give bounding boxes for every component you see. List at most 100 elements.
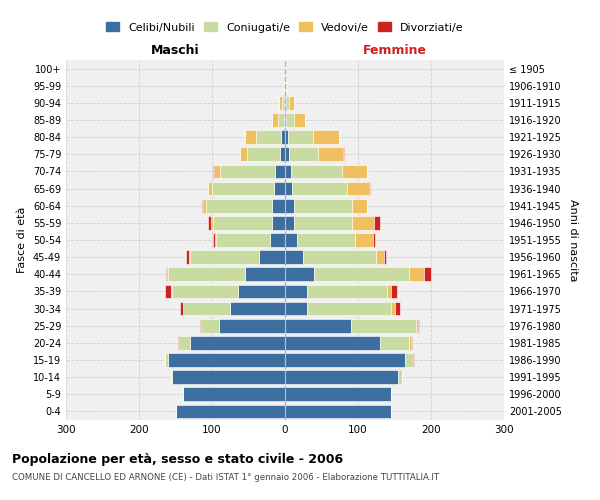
Bar <box>285 233 296 247</box>
Bar <box>166 268 167 281</box>
Text: Femmine: Femmine <box>362 44 427 58</box>
Bar <box>211 216 214 230</box>
Bar <box>296 233 355 247</box>
Bar <box>190 250 259 264</box>
Bar <box>383 250 386 264</box>
Bar <box>171 370 172 384</box>
Bar <box>183 388 285 401</box>
Bar <box>214 233 215 247</box>
Bar <box>286 79 287 92</box>
Bar <box>391 284 397 298</box>
Y-axis label: Anni di nascita: Anni di nascita <box>568 198 578 281</box>
Bar <box>352 216 374 230</box>
Bar <box>214 216 272 230</box>
Bar <box>284 79 285 92</box>
Bar <box>294 216 352 230</box>
Bar <box>369 182 370 196</box>
Bar <box>279 96 282 110</box>
Bar <box>285 284 307 298</box>
Bar <box>183 302 230 316</box>
Bar <box>289 96 295 110</box>
Bar <box>284 96 285 110</box>
Bar <box>374 216 380 230</box>
Bar <box>179 336 190 349</box>
Bar <box>172 284 238 298</box>
Bar <box>245 130 256 144</box>
Bar <box>202 199 203 212</box>
Bar <box>282 96 284 110</box>
Bar <box>285 268 314 281</box>
Bar <box>380 336 409 349</box>
Bar <box>245 268 285 281</box>
Bar <box>342 164 367 178</box>
Bar <box>203 199 206 212</box>
Bar <box>272 216 285 230</box>
Text: Popolazione per età, sesso e stato civile - 2006: Popolazione per età, sesso e stato civil… <box>12 452 343 466</box>
Bar <box>285 370 398 384</box>
Bar <box>286 113 294 127</box>
Bar <box>220 164 275 178</box>
Bar <box>307 284 387 298</box>
Bar <box>259 250 285 264</box>
Bar <box>376 250 383 264</box>
Bar <box>314 268 409 281</box>
Bar <box>343 148 344 161</box>
Bar <box>167 268 168 281</box>
Bar <box>307 302 391 316</box>
Bar <box>215 233 271 247</box>
Bar <box>172 370 285 384</box>
Bar <box>355 233 373 247</box>
Bar <box>285 79 286 92</box>
Bar <box>171 284 172 298</box>
Bar <box>164 353 168 367</box>
Bar <box>406 353 413 367</box>
Bar <box>281 130 285 144</box>
Bar <box>391 302 395 316</box>
Bar <box>387 284 391 298</box>
Bar <box>280 148 285 161</box>
Bar <box>220 319 285 332</box>
Bar <box>187 250 190 264</box>
Bar <box>318 148 343 161</box>
Bar <box>413 353 414 367</box>
Bar <box>284 113 285 127</box>
Bar <box>256 130 281 144</box>
Legend: Celibi/Nubili, Coniugati/e, Vedovi/e, Divorziati/e: Celibi/Nubili, Coniugati/e, Vedovi/e, Di… <box>103 19 467 36</box>
Bar <box>285 336 380 349</box>
Bar <box>409 268 424 281</box>
Bar <box>409 336 410 349</box>
Bar <box>190 336 285 349</box>
Bar <box>178 336 179 349</box>
Bar <box>285 404 391 418</box>
Bar <box>285 164 291 178</box>
Bar <box>274 182 285 196</box>
Bar <box>416 319 418 332</box>
Bar <box>395 302 400 316</box>
Bar <box>272 113 278 127</box>
Bar <box>168 268 245 281</box>
Bar <box>240 148 247 161</box>
Bar <box>294 113 305 127</box>
Bar <box>206 199 272 212</box>
Bar <box>200 319 201 332</box>
Y-axis label: Fasce di età: Fasce di età <box>17 207 27 273</box>
Bar <box>208 216 211 230</box>
Bar <box>285 199 294 212</box>
Bar <box>247 148 280 161</box>
Bar <box>294 199 352 212</box>
Bar <box>289 148 318 161</box>
Bar <box>373 233 375 247</box>
Bar <box>285 388 391 401</box>
Bar <box>410 336 412 349</box>
Bar <box>352 199 367 212</box>
Bar <box>180 302 183 316</box>
Bar <box>214 164 220 178</box>
Bar <box>418 319 419 332</box>
Bar <box>238 284 285 298</box>
Bar <box>212 182 274 196</box>
Bar <box>292 182 347 196</box>
Bar <box>313 130 339 144</box>
Bar <box>285 353 406 367</box>
Bar <box>347 182 369 196</box>
Bar <box>285 216 294 230</box>
